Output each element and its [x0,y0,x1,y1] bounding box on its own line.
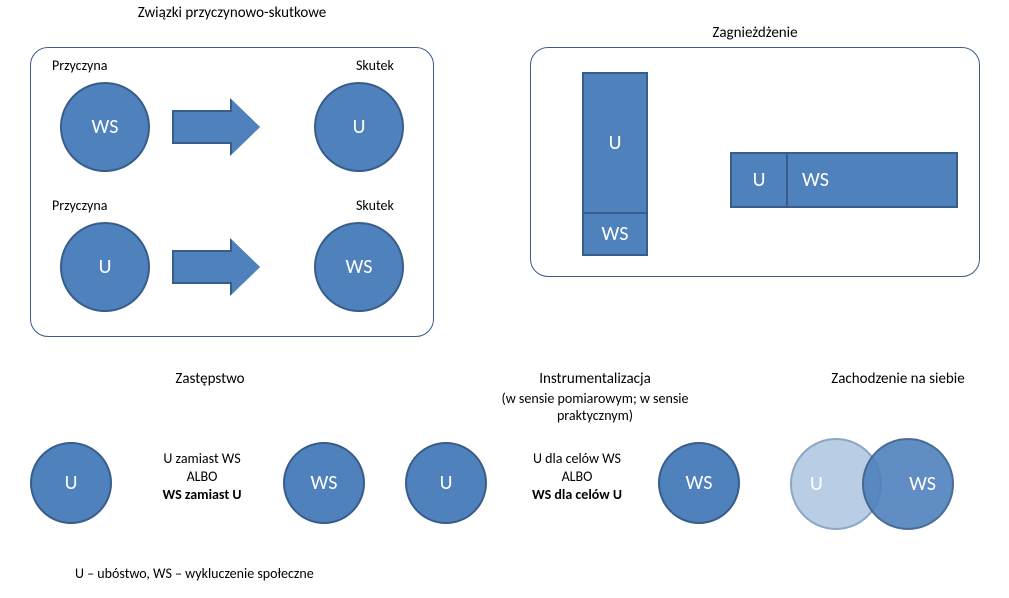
section-title: Zastępstwo [100,370,320,388]
node-circle: WS [283,442,365,524]
cause-label: Przyczyna [52,197,107,214]
arrow-head-icon [232,100,260,154]
footnote: U – ubóstwo, WS – wykluczenie społeczne [75,565,314,582]
node-circle: U [60,222,150,312]
section-title: Zachodzenie na siebie [798,370,998,388]
nest-rect: WS [786,152,958,208]
section-title: Instrumentalizacja [470,370,720,388]
panel-causal-title: Związki przyczynowo-skutkowe [30,4,434,22]
effect-label: Skutek [356,197,394,214]
node-circle: WS [314,222,404,312]
node-circle: WS [658,442,740,524]
node-circle: WS [60,82,150,172]
effect-label: Skutek [356,57,394,74]
mid-text: U zamiast WSALBOWS zamiast U [122,450,282,505]
cause-label: Przyczyna [52,57,107,74]
arrow-shaft [172,110,232,144]
panel-nesting-title: Zagnieżdżenie [530,24,980,42]
node-circle: U [405,442,487,524]
node-circle: U [314,82,404,172]
nest-rect: WS [582,212,648,256]
nest-rect: U [582,72,648,214]
node-circle: U [30,442,112,524]
arrow-head-icon [232,240,260,294]
mid-text: U dla celów WSALBOWS dla celów U [497,450,657,505]
overlap-circle: WS [862,438,954,530]
nest-rect: U [730,152,788,208]
arrow-shaft [172,250,232,284]
section-subtitle: (w sensie pomiarowym; w sensie praktyczn… [470,390,720,424]
